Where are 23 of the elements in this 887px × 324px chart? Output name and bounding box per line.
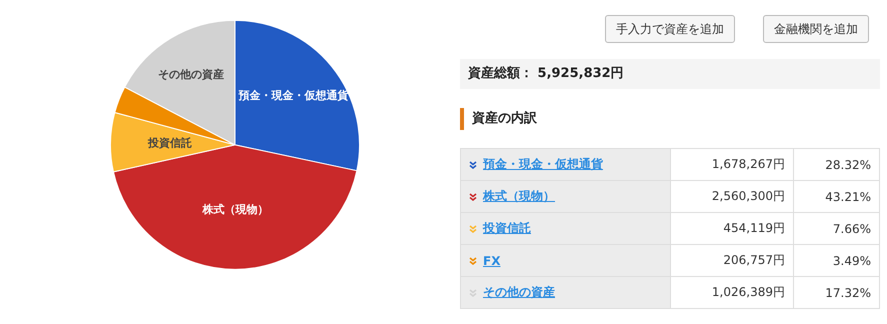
slice-label: 株式（現物）: [201, 203, 268, 216]
slice-label: 預金・現金・仮想通貨: [238, 88, 350, 102]
data-label: 1,678,267円: [670, 148, 794, 180]
legend-label: FX: [483, 254, 500, 268]
text: 金融機関を追加: [763, 15, 869, 43]
legend-label: 投資信託: [483, 221, 531, 235]
slice-label: その他の資産: [158, 68, 224, 82]
data-label: 1,026,389円: [670, 276, 794, 308]
legend-label: その他の資産: [483, 285, 555, 299]
text: 43.21%: [794, 180, 880, 212]
text: 資産の内訳: [460, 108, 537, 130]
slice-label: 投資信託: [146, 136, 192, 150]
text: 17.32%: [794, 276, 880, 308]
text: 3.49%: [794, 244, 880, 276]
text: 手入力で資産を追加: [605, 15, 735, 43]
data-label: 206,757円: [670, 244, 794, 276]
text: 28.32%: [794, 148, 880, 180]
legend-label: 預金・現金・仮想通貨: [483, 157, 603, 171]
data-label: 454,119円: [670, 212, 794, 244]
legend-label: 株式（現物）: [483, 189, 555, 203]
data-label: 2,560,300円: [670, 180, 794, 212]
text: 資産総額： 5,925,832円: [460, 59, 880, 89]
text: 7.66%: [794, 212, 880, 244]
